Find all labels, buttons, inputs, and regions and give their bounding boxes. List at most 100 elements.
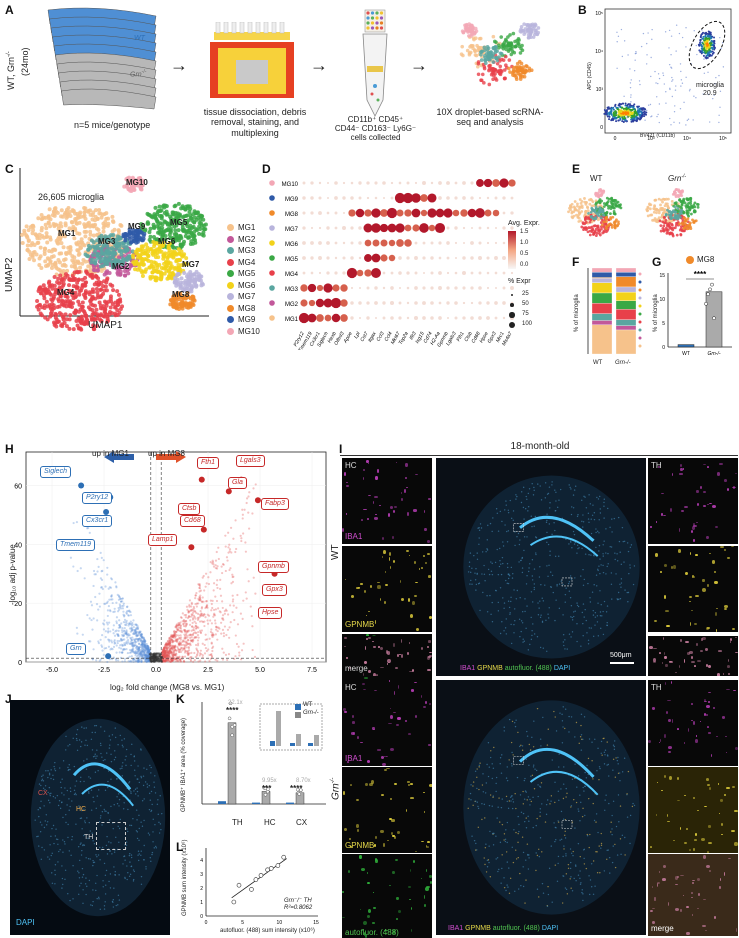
dotplot-dot [350,316,354,320]
facs-event [663,83,666,85]
umap-cell [108,282,113,287]
facs-event [617,35,620,38]
dotplot-dot [371,268,381,278]
umap-cell [91,289,96,294]
facs-event [619,117,622,120]
legend-text: MG9 [238,315,256,325]
small-umap-cell [605,230,608,234]
dotplot-dot [486,301,490,305]
umap-point [496,43,501,47]
dotplot-dot [334,241,338,245]
umap-cell [64,250,69,255]
dotplot-dot [326,181,330,185]
dotplot-dot [462,316,466,320]
small-umap-cell [596,194,600,197]
umap-point [490,66,495,71]
small-umap-cell [664,221,667,224]
small-umap-cell [678,228,682,232]
legend-text: MG7 [238,292,256,302]
umap-cell [94,226,99,231]
volcano-point-down [110,578,114,581]
umap-cell [81,242,86,247]
umap-cell [36,307,41,312]
umap-cell [181,228,186,233]
small-umap-cell [664,212,668,216]
umap-cell [112,250,117,255]
facs-event [702,93,704,95]
facs-event [616,108,619,111]
stacked-segment [591,282,613,294]
facs-event [669,88,671,91]
dotplot-dot [454,196,458,200]
volcano-point-down [122,620,125,624]
small-umap-cell [590,228,594,232]
small-umap-cell [577,220,581,223]
small-umap-cell [659,203,662,207]
expr-colorbar [508,231,516,269]
facs-event [711,43,714,46]
dotplot-dot [462,286,466,290]
umap-cell [188,223,193,228]
dotplot-dot [467,208,477,218]
volcano-point-down [110,641,114,644]
umap-cell [77,318,82,323]
dotplot-dot [342,241,346,245]
facs-event [657,73,660,75]
small-umap-cell [678,222,681,226]
small-umap-cell [594,216,598,219]
dotplot-dot [438,316,442,320]
umap-point [499,45,504,49]
facs-event [708,55,711,58]
dotplot-dot [494,196,498,200]
dotplot-dot [438,271,442,275]
volcano-point-down [138,646,141,649]
small-umap-cell [684,219,688,223]
volcano-point-down [113,607,116,610]
dotplot-dot [486,241,490,245]
dotplot-row-label: MG7 [285,227,299,233]
legend-text: MG1 [238,223,256,233]
umap-cell [190,294,195,299]
umap-cell [44,231,49,236]
f-marker [638,320,642,324]
dotplot-dot [398,316,402,320]
facs-event [719,106,721,108]
pct-text: 100 [522,321,533,327]
facs-event [665,91,667,93]
volcano-point-down [120,643,123,646]
dotplot-dot [371,253,381,263]
pct-text: 50 [522,301,529,307]
stacked-segment [591,313,613,321]
volcano-point-down [126,651,129,655]
umap-cell [169,275,174,280]
dotplot-dot [494,286,498,290]
dotplot-dot [428,224,436,232]
wt-slice-label: WT [134,35,145,42]
facs-event [645,111,648,114]
dotplot-row-swatch [269,225,275,231]
small-umap-cell [591,217,595,220]
umap-cell [185,229,190,234]
dotplot-dot [414,181,418,185]
dotplot-dot [406,286,410,290]
volcano-point-down [135,632,138,635]
volcano-point-down [127,622,131,625]
facs-event [710,39,713,42]
umap-legend: MG1 MG2 MG3 MG4 MG5 MG6 MG7 MG8 MG9 MG10 [227,222,260,337]
dotplot-dot [358,196,362,200]
facs-event [671,95,674,98]
umap-cell [47,207,52,212]
umap-cell [103,306,108,311]
umap-cell [69,219,74,224]
facs-xtick: 10⁴ [683,136,691,142]
tube-dot [366,16,370,20]
f-marker [638,328,642,332]
facs-event [657,113,659,116]
stacked-segment [615,309,637,320]
expr-tick: 0.5 [520,251,529,257]
umap-point [507,43,512,48]
facs-event [635,112,638,115]
umap-cell [192,220,197,225]
small-umap-cell [677,195,680,199]
umap-cell [105,223,110,228]
